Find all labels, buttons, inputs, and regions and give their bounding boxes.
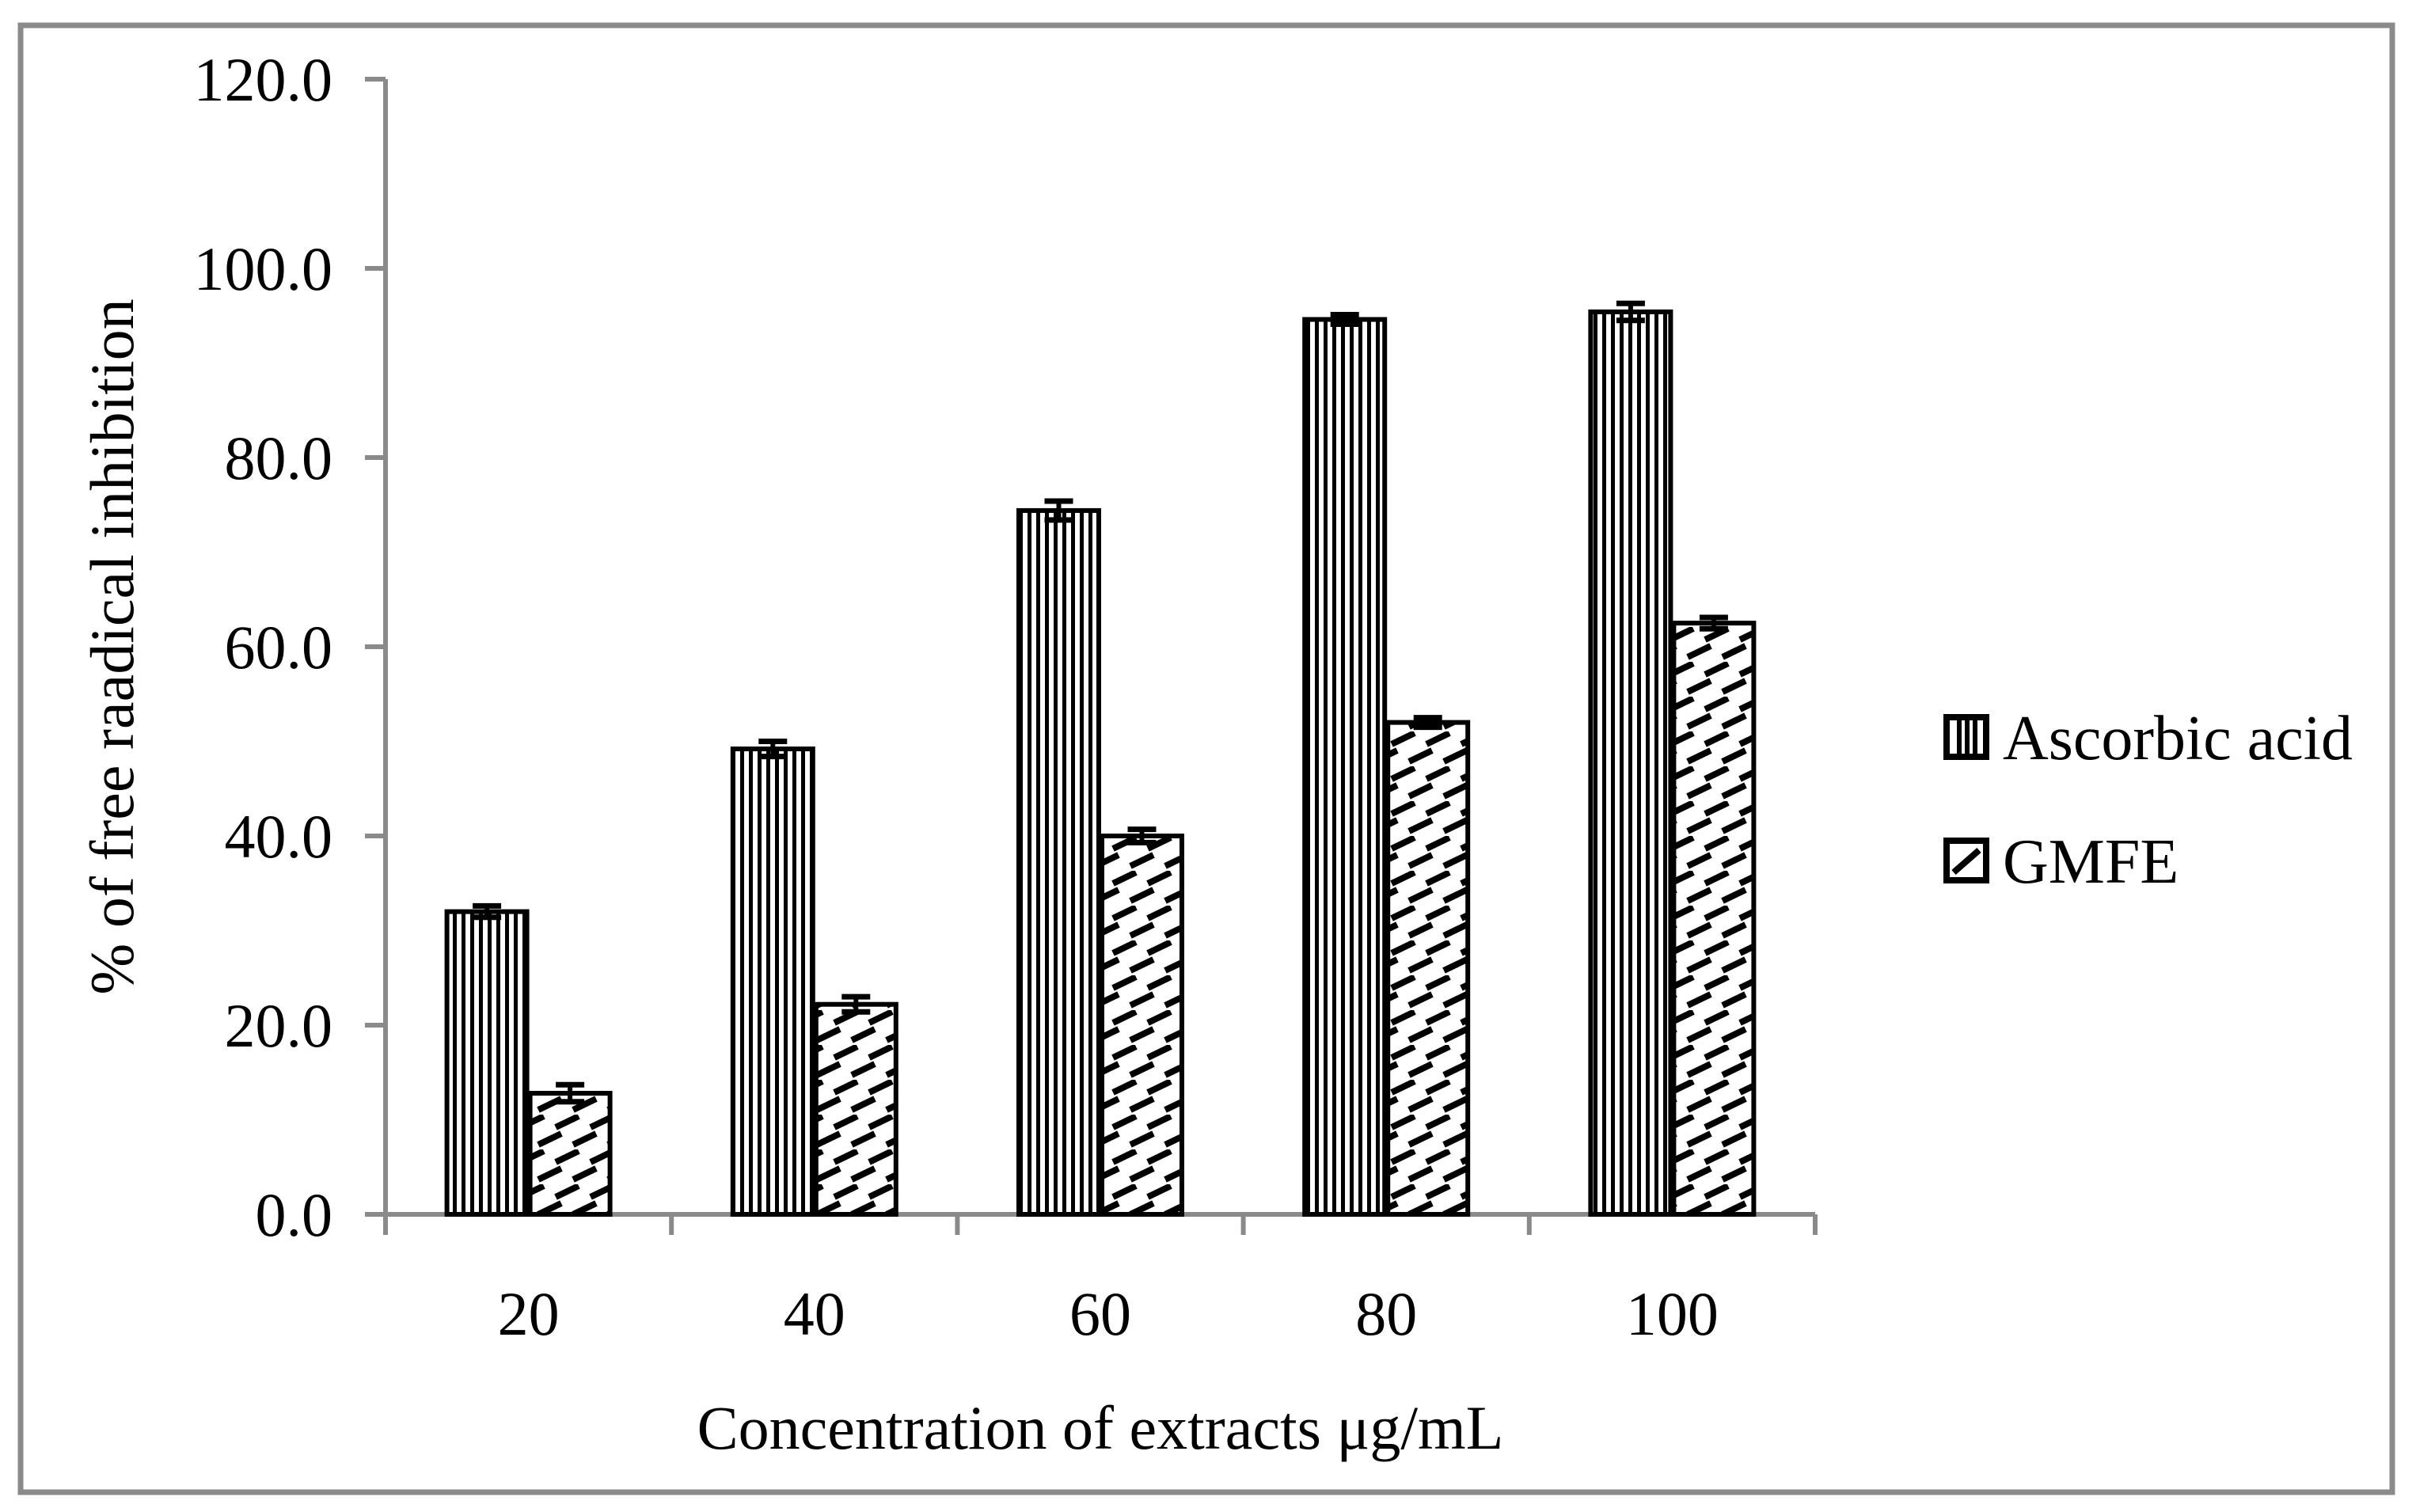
bar-gmfe-80: [1385, 720, 1471, 1217]
y-tick-label: 60.0: [225, 613, 333, 682]
y-tick-label: 100.0: [194, 234, 333, 303]
bar-gmfe-100: [1671, 621, 1757, 1217]
y-tick-label: 120.0: [194, 45, 333, 114]
bar-ascorbic-acid-40: [730, 747, 815, 1217]
figure-border: [17, 22, 2395, 1495]
x-tick-label: 20: [498, 1279, 560, 1348]
legend-label-ascorbic-acid: Ascorbic acid: [2003, 704, 2353, 773]
bar-gmfe-20: [527, 1091, 613, 1218]
x-tick-label: 40: [784, 1279, 845, 1348]
bar-ascorbic-acid-80: [1302, 317, 1388, 1217]
y-tick-label: 40.0: [225, 802, 333, 871]
bars-layer: [444, 309, 1757, 1218]
y-tick-label: 0.0: [256, 1180, 333, 1249]
bar-ascorbic-acid-60: [1016, 507, 1101, 1217]
tick-labels-layer: 0.0 20.0 40.0 60.0 80.0 100.0 120.0 20 40 60 80 100: [194, 45, 1719, 1348]
legend-item-ascorbic-acid: Ascorbic acid: [1943, 704, 2353, 773]
x-axis-title: Concentration of extracts μg/mL: [697, 1393, 1504, 1462]
y-tick-label: 20.0: [225, 991, 333, 1060]
error-bars-layer: [473, 300, 1728, 1105]
bar-ascorbic-acid-20: [444, 909, 530, 1217]
y-tick-label: 80.0: [225, 424, 333, 492]
bar-ascorbic-acid-100: [1588, 309, 1673, 1218]
legend-item-gmfe: GMFE: [1943, 827, 2179, 897]
bar-gmfe-60: [1100, 834, 1184, 1217]
x-tick-label: 100: [1626, 1279, 1719, 1348]
x-tick-label: 80: [1355, 1279, 1417, 1348]
legend: Ascorbic acid GMFE: [1943, 704, 2353, 897]
x-tick-label: 60: [1069, 1279, 1131, 1348]
y-axis-title: % of free raadical inhibition: [78, 298, 146, 994]
bar-gmfe-40: [813, 1001, 898, 1217]
legend-label-gmfe: GMFE: [2003, 827, 2179, 897]
